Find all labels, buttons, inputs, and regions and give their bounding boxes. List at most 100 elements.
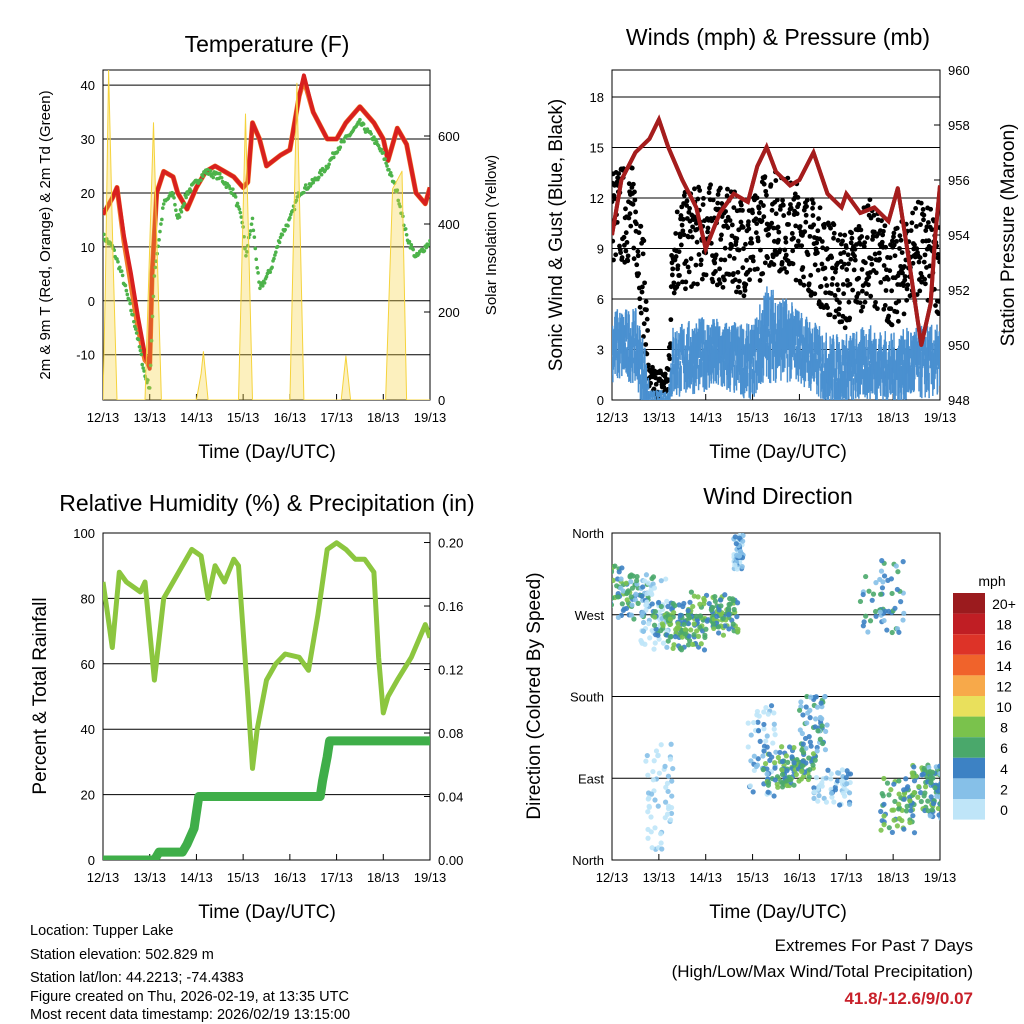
direction-point bbox=[653, 626, 659, 632]
direction-point bbox=[791, 745, 797, 751]
dewpoint-point bbox=[150, 314, 155, 319]
plot-frame bbox=[611, 532, 941, 861]
dewpoint-point bbox=[161, 202, 166, 206]
gust-point bbox=[865, 203, 871, 209]
gust-point bbox=[710, 197, 716, 203]
direction-point bbox=[748, 732, 754, 738]
direction-point bbox=[652, 614, 658, 620]
direction-point bbox=[779, 767, 785, 773]
dewpoint-point bbox=[131, 312, 135, 317]
direction-point bbox=[894, 586, 900, 593]
direction-point bbox=[703, 626, 709, 632]
dewpoint-point bbox=[327, 162, 331, 167]
gust-point bbox=[894, 309, 900, 315]
direction-point bbox=[627, 574, 633, 580]
gust-point bbox=[737, 290, 743, 295]
dewpoint-point bbox=[361, 122, 366, 126]
dewpoint-point bbox=[219, 175, 224, 180]
dewpoint-point bbox=[149, 338, 154, 343]
gust-point bbox=[758, 247, 763, 253]
direction-point bbox=[612, 569, 615, 575]
gust-point bbox=[641, 321, 647, 327]
direction-point bbox=[697, 601, 703, 607]
gust-point bbox=[695, 196, 701, 202]
gust-point bbox=[740, 224, 746, 230]
direction-point bbox=[811, 795, 817, 801]
direction-point bbox=[821, 795, 827, 801]
direction-point bbox=[812, 716, 819, 722]
direction-point bbox=[922, 790, 928, 796]
direction-point bbox=[770, 740, 776, 746]
gust-point bbox=[926, 238, 932, 244]
direction-point bbox=[757, 738, 763, 744]
direction-point bbox=[779, 771, 786, 778]
gust-point bbox=[902, 274, 908, 279]
direction-point bbox=[942, 794, 947, 799]
y-tick-label: 12 bbox=[590, 191, 604, 206]
direction-point bbox=[624, 597, 630, 603]
direction-point bbox=[755, 728, 762, 734]
gust-point bbox=[613, 252, 619, 258]
gust-point bbox=[641, 334, 646, 339]
gust-point bbox=[922, 281, 928, 287]
gust-point bbox=[901, 264, 907, 269]
gust-point bbox=[807, 233, 813, 239]
gust-point bbox=[799, 243, 805, 249]
direction-point bbox=[783, 753, 789, 759]
gust-point bbox=[665, 377, 671, 383]
gust-point bbox=[923, 228, 929, 233]
gust-point bbox=[917, 255, 923, 261]
direction-point bbox=[633, 591, 639, 597]
gust-point bbox=[814, 240, 820, 246]
direction-point bbox=[601, 596, 606, 601]
gust-point bbox=[671, 290, 677, 296]
y-axis-label: Direction (Colored By Speed) bbox=[524, 572, 545, 819]
direction-point bbox=[943, 786, 948, 791]
gust-point bbox=[726, 272, 732, 277]
dewpoint-point bbox=[171, 192, 175, 197]
direction-point bbox=[926, 764, 932, 771]
direction-point bbox=[651, 758, 657, 764]
direction-point bbox=[678, 645, 684, 651]
gust-point bbox=[755, 266, 760, 272]
direction-point bbox=[756, 713, 762, 719]
gust-point bbox=[669, 272, 675, 278]
direction-point bbox=[819, 716, 825, 722]
gust-point bbox=[842, 325, 848, 331]
dewpoint-point bbox=[237, 207, 242, 211]
gust-point bbox=[683, 258, 689, 264]
direction-point bbox=[799, 763, 806, 769]
direction-point bbox=[892, 798, 898, 805]
gust-point bbox=[887, 268, 893, 274]
direction-point bbox=[863, 613, 869, 619]
gust-point bbox=[889, 238, 895, 244]
direction-point bbox=[660, 640, 667, 646]
gust-point bbox=[880, 232, 886, 238]
direction-point bbox=[789, 754, 795, 760]
direction-point bbox=[806, 734, 812, 740]
gust-point bbox=[619, 255, 625, 260]
gust-point bbox=[856, 223, 862, 229]
direction-point bbox=[648, 814, 654, 820]
gust-point bbox=[626, 215, 632, 221]
gust-point bbox=[858, 308, 864, 314]
direction-point bbox=[632, 597, 638, 603]
gust-point bbox=[612, 257, 616, 263]
direction-point bbox=[751, 753, 757, 759]
direction-point bbox=[772, 732, 778, 738]
gust-point bbox=[674, 209, 680, 215]
direction-point bbox=[663, 784, 669, 790]
direction-point bbox=[816, 793, 822, 799]
direction-point bbox=[893, 563, 899, 569]
gust-point bbox=[801, 274, 806, 280]
dewpoint-point bbox=[311, 180, 316, 185]
direction-point bbox=[751, 719, 757, 726]
y-tick-label: West bbox=[575, 608, 605, 623]
direction-point bbox=[712, 598, 718, 604]
gust-point bbox=[836, 287, 841, 293]
gust-point bbox=[738, 202, 744, 208]
direction-point bbox=[878, 568, 885, 574]
gust-point bbox=[815, 250, 820, 256]
dewpoint-point bbox=[199, 178, 203, 182]
direction-point bbox=[773, 749, 779, 755]
